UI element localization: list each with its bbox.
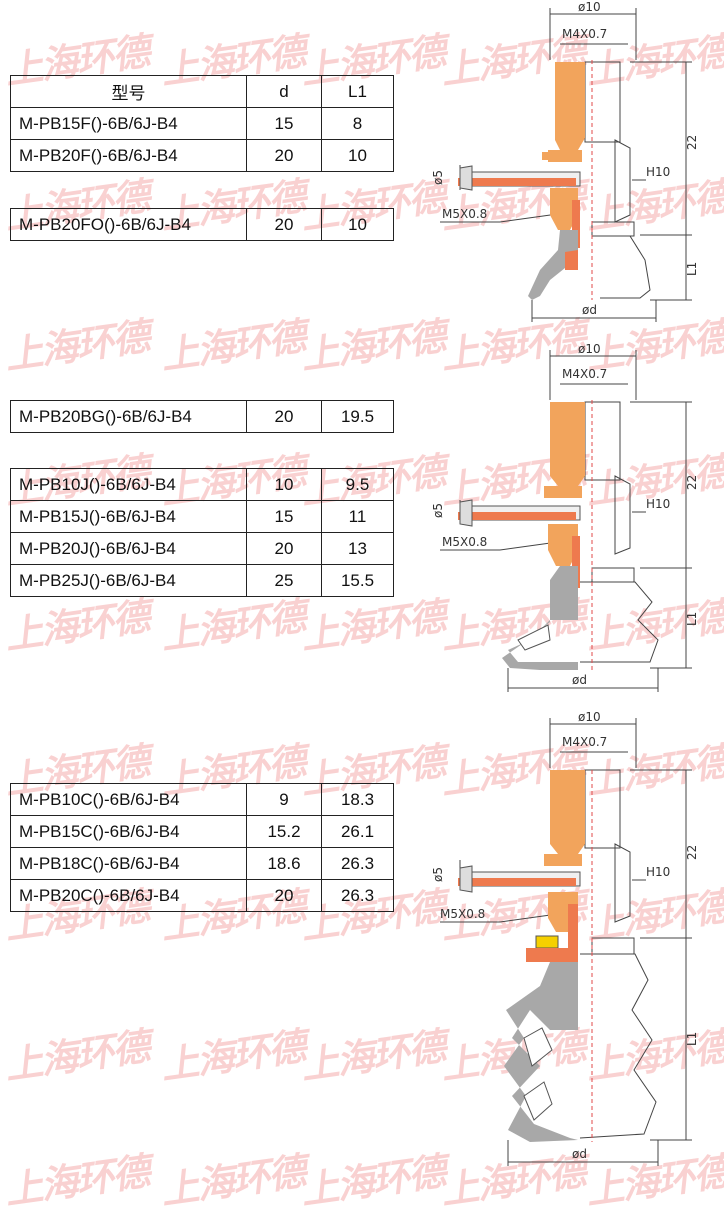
header-d: d bbox=[246, 75, 322, 108]
cell-d: 9 bbox=[246, 783, 322, 816]
dim-od: ød bbox=[582, 303, 597, 317]
dim-od5: ø5 bbox=[431, 503, 445, 518]
dim-hex: H10 bbox=[646, 865, 670, 879]
cell-l1: 9.5 bbox=[321, 468, 394, 501]
technical-drawing-flat-cup: ø10 M4X0.7 22 ø5 H10 M5X0.8 L1 ød bbox=[431, 0, 699, 322]
header-l1: L1 bbox=[321, 75, 394, 108]
dim-thread-side: M5X0.8 bbox=[440, 907, 485, 921]
cell-d: 18.6 bbox=[246, 847, 322, 880]
dim-thread-top: M4X0.7 bbox=[562, 735, 607, 749]
cell-d: 15.2 bbox=[246, 815, 322, 848]
table-row: M-PB20BG()-6B/6J-B4 20 19.5 bbox=[10, 400, 394, 433]
dim-od10: ø10 bbox=[578, 342, 601, 356]
table-row: M-PB20FO()-6B/6J-B4 20 10 bbox=[10, 208, 394, 241]
dim-od5: ø5 bbox=[431, 170, 445, 185]
cell-d: 20 bbox=[246, 879, 322, 912]
cell-model: M-PB10J()-6B/6J-B4 bbox=[10, 468, 247, 501]
technical-drawing-bellows-j: ø10 M4X0.7 22 ø5 H10 M5X0.8 L1 ød bbox=[431, 342, 699, 692]
cell-l1: 26.3 bbox=[321, 847, 394, 880]
dim-thread-side: M5X0.8 bbox=[442, 535, 487, 549]
cell-l1: 10 bbox=[321, 139, 394, 172]
spec-table-flat-o: M-PB20FO()-6B/6J-B4 20 10 bbox=[10, 208, 394, 241]
watermark: 上海环德 bbox=[157, 1023, 307, 1088]
table-row: M-PB25J()-6B/6J-B4 25 15.5 bbox=[10, 564, 394, 597]
header-model: 型号 bbox=[10, 75, 247, 108]
table-row: M-PB18C()-6B/6J-B4 18.6 26.3 bbox=[10, 847, 394, 880]
cell-l1: 15.5 bbox=[321, 564, 394, 597]
technical-drawing-bellows-c: ø10 M4X0.7 22 ø5 H10 M5X0.8 L1 ød bbox=[431, 710, 699, 1166]
cell-d: 20 bbox=[246, 208, 322, 241]
cell-l1: 18.3 bbox=[321, 783, 394, 816]
table-header-row: 型号 d L1 bbox=[10, 75, 394, 108]
cell-l1: 10 bbox=[321, 208, 394, 241]
cell-model: M-PB15J()-6B/6J-B4 bbox=[10, 500, 247, 533]
watermark: 上海环德 bbox=[1, 1148, 151, 1213]
cell-d: 20 bbox=[246, 139, 322, 172]
cell-model: M-PB20C()-6B/6J-B4 bbox=[10, 879, 247, 912]
table-row: M-PB20F()-6B/6J-B4 20 10 bbox=[10, 139, 394, 172]
dim-hex: H10 bbox=[646, 165, 670, 179]
watermark: 上海环德 bbox=[1, 1023, 151, 1088]
cell-d: 20 bbox=[246, 532, 322, 565]
cell-d: 20 bbox=[246, 400, 322, 433]
table-row: M-PB20J()-6B/6J-B4 20 13 bbox=[10, 532, 394, 565]
dim-od5: ø5 bbox=[431, 867, 445, 882]
dim-thread-side: M5X0.8 bbox=[442, 207, 487, 221]
watermark: 上海环德 bbox=[157, 1148, 307, 1213]
dim-height: 22 bbox=[685, 845, 699, 860]
cell-l1: 26.3 bbox=[321, 879, 394, 912]
spec-table-bellows-c: M-PB10C()-6B/6J-B4 9 18.3 M-PB15C()-6B/6… bbox=[10, 783, 394, 912]
cell-model: M-PB15F()-6B/6J-B4 bbox=[10, 107, 247, 140]
table-row: M-PB10C()-6B/6J-B4 9 18.3 bbox=[10, 783, 394, 816]
cell-model: M-PB20FO()-6B/6J-B4 bbox=[10, 208, 247, 241]
cell-model: M-PB20BG()-6B/6J-B4 bbox=[10, 400, 247, 433]
dim-od: ød bbox=[572, 1147, 587, 1161]
watermark: 上海环德 bbox=[1, 313, 151, 378]
dim-thread-top: M4X0.7 bbox=[562, 27, 607, 41]
cell-model: M-PB15C()-6B/6J-B4 bbox=[10, 815, 247, 848]
cell-model: M-PB20J()-6B/6J-B4 bbox=[10, 532, 247, 565]
cell-l1: 26.1 bbox=[321, 815, 394, 848]
cell-l1: 19.5 bbox=[321, 400, 394, 433]
dim-height: 22 bbox=[685, 475, 699, 490]
dim-od10: ø10 bbox=[578, 0, 601, 14]
table-row: M-PB10J()-6B/6J-B4 10 9.5 bbox=[10, 468, 394, 501]
cell-l1: 13 bbox=[321, 532, 394, 565]
table-row: M-PB15J()-6B/6J-B4 15 11 bbox=[10, 500, 394, 533]
cell-d: 10 bbox=[246, 468, 322, 501]
cell-d: 15 bbox=[246, 107, 322, 140]
cell-d: 15 bbox=[246, 500, 322, 533]
dim-l1: L1 bbox=[685, 262, 699, 276]
cell-d: 25 bbox=[246, 564, 322, 597]
watermark: 上海环德 bbox=[157, 313, 307, 378]
spec-table-bellows-j: M-PB10J()-6B/6J-B4 10 9.5 M-PB15J()-6B/6… bbox=[10, 468, 394, 597]
table-row: M-PB20C()-6B/6J-B4 20 26.3 bbox=[10, 879, 394, 912]
table-row: M-PB15C()-6B/6J-B4 15.2 26.1 bbox=[10, 815, 394, 848]
cell-model: M-PB10C()-6B/6J-B4 bbox=[10, 783, 247, 816]
spec-table-bg: M-PB20BG()-6B/6J-B4 20 19.5 bbox=[10, 400, 394, 433]
cell-l1: 8 bbox=[321, 107, 394, 140]
cell-model: M-PB20F()-6B/6J-B4 bbox=[10, 139, 247, 172]
dim-height: 22 bbox=[685, 135, 699, 150]
dim-od10: ø10 bbox=[578, 710, 601, 724]
cell-model: M-PB18C()-6B/6J-B4 bbox=[10, 847, 247, 880]
spec-table-flat: 型号 d L1 M-PB15F()-6B/6J-B4 15 8 M-PB20F(… bbox=[10, 75, 394, 172]
cell-model: M-PB25J()-6B/6J-B4 bbox=[10, 564, 247, 597]
table-row: M-PB15F()-6B/6J-B4 15 8 bbox=[10, 107, 394, 140]
cell-l1: 11 bbox=[321, 500, 394, 533]
dim-hex: H10 bbox=[646, 497, 670, 511]
dim-od: ød bbox=[572, 673, 587, 687]
dim-l1: L1 bbox=[685, 612, 699, 626]
dim-l1: L1 bbox=[685, 1032, 699, 1046]
dim-thread-top: M4X0.7 bbox=[562, 367, 607, 381]
